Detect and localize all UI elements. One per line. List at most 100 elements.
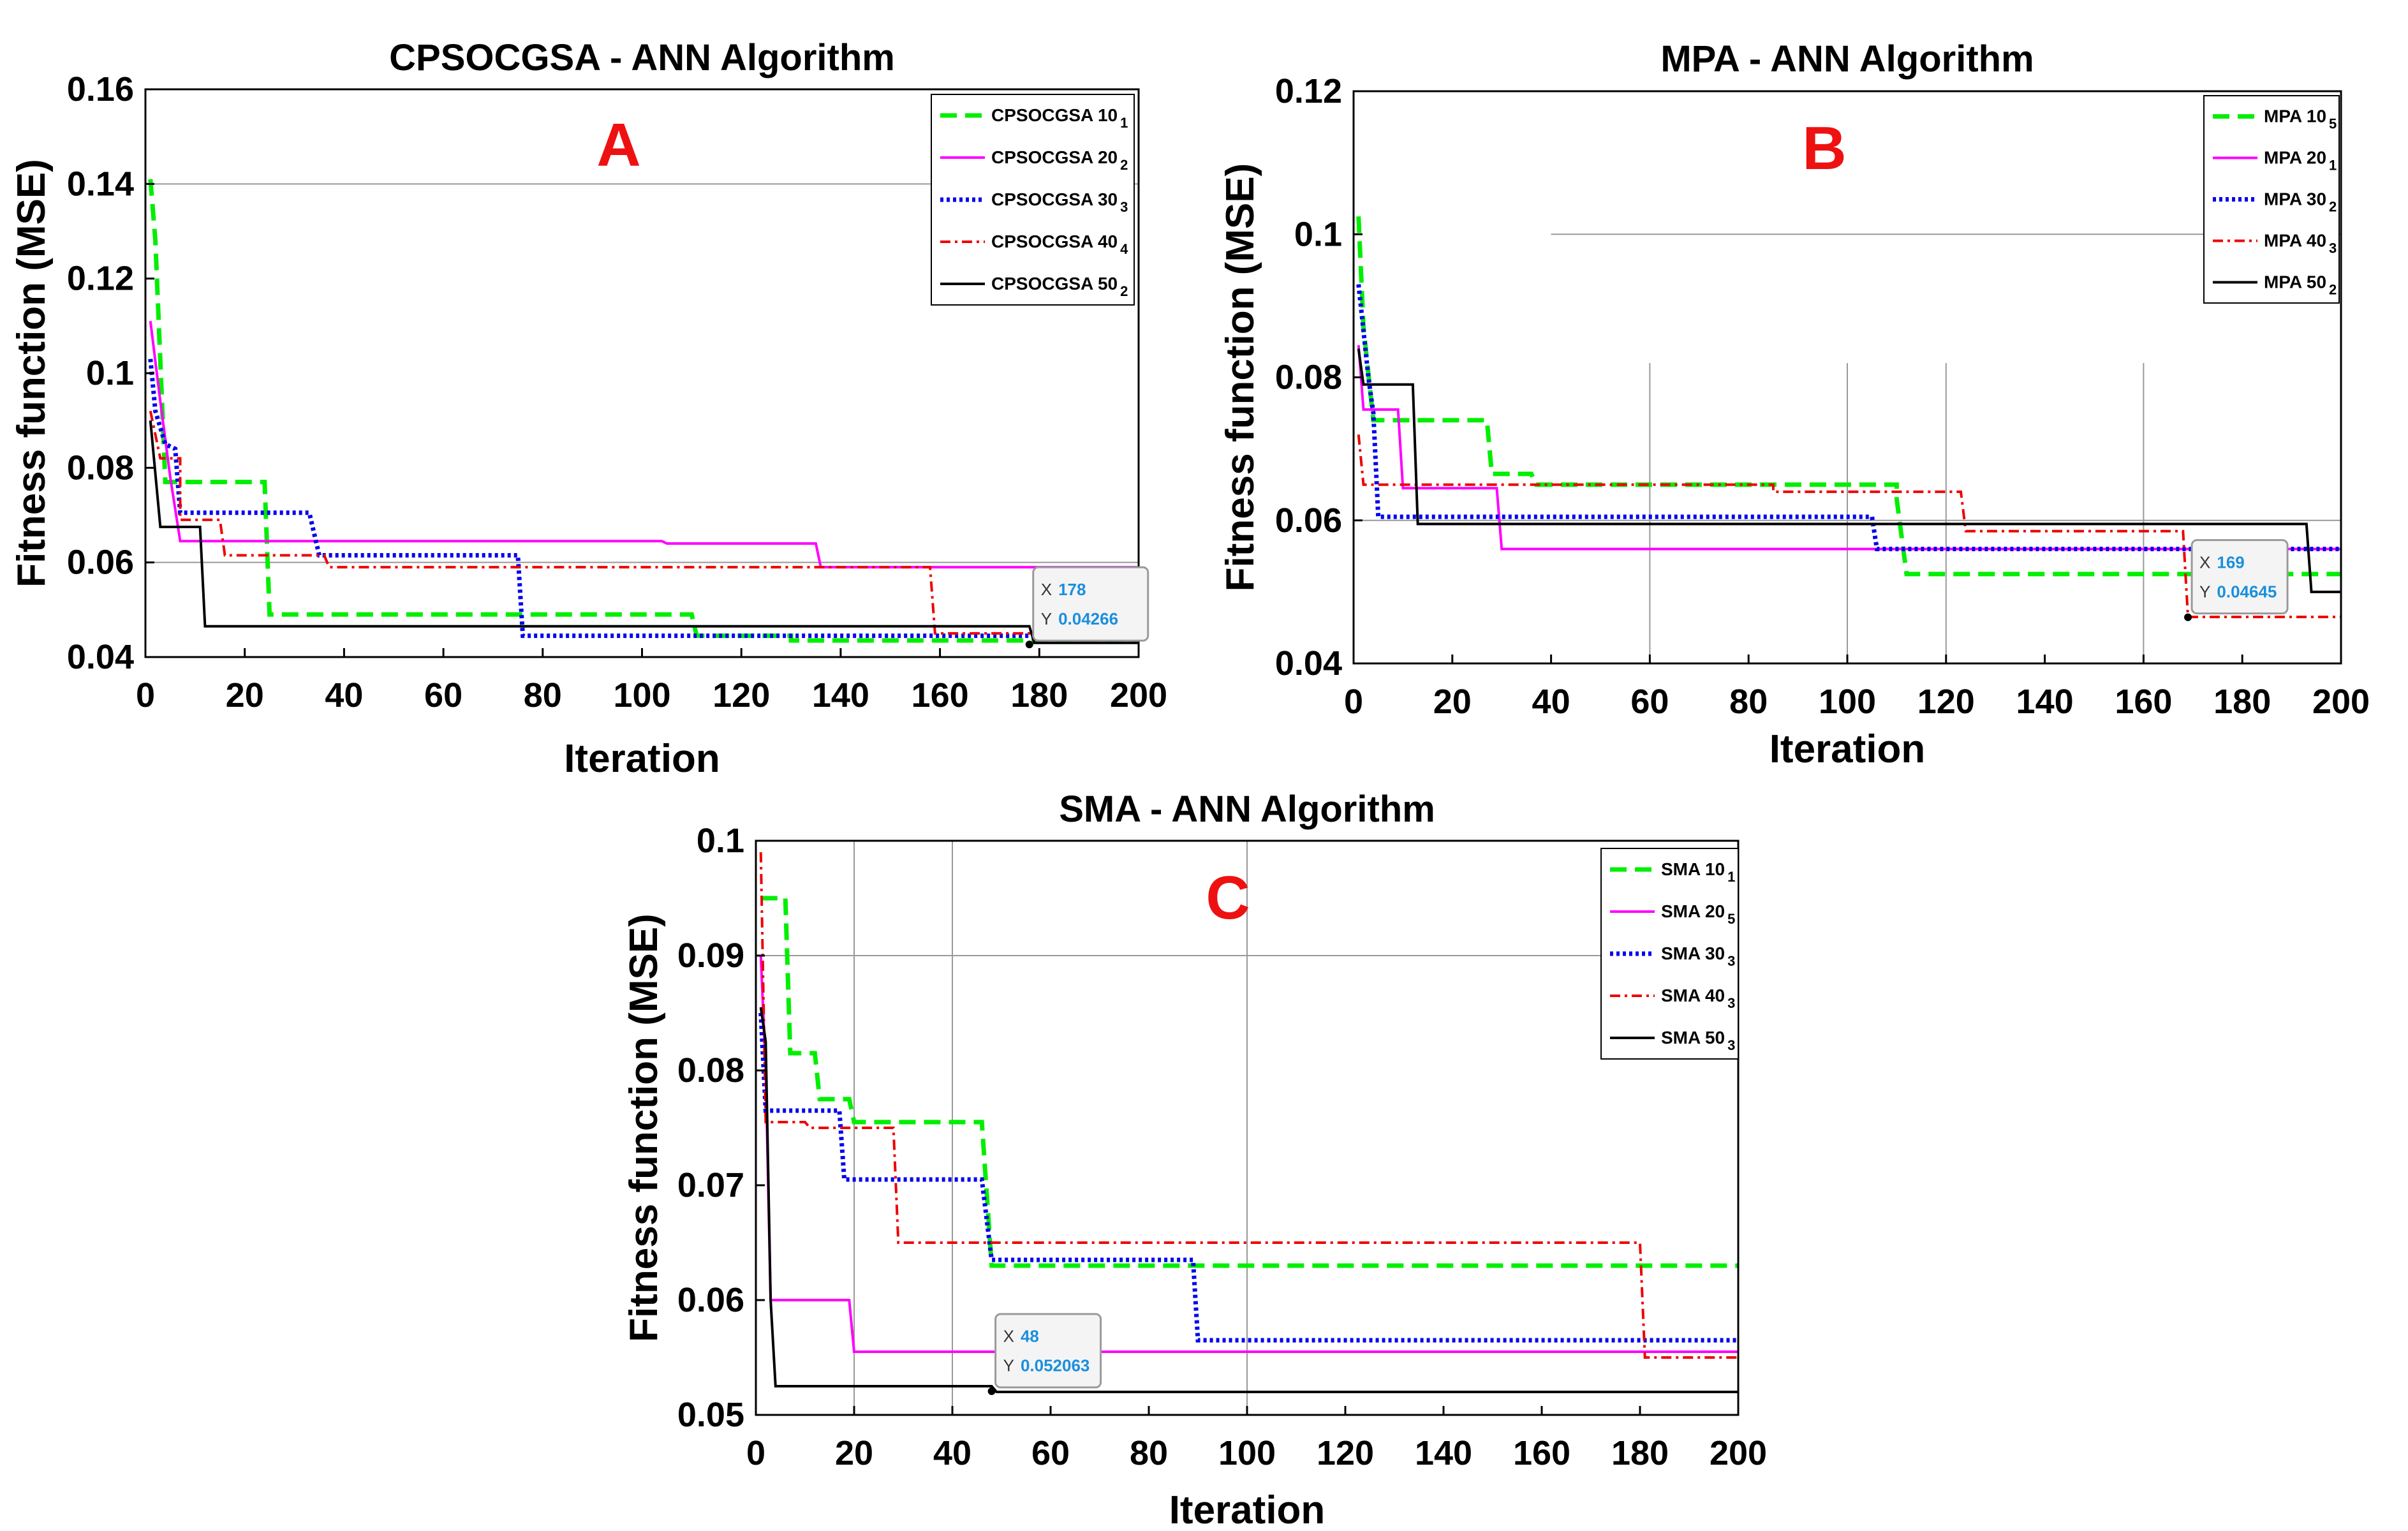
y-tick-label: 0.14 xyxy=(67,165,134,203)
series-line-5 xyxy=(149,420,1139,644)
y-tick-label: 0.1 xyxy=(697,822,744,860)
y-tick-label: 0.1 xyxy=(1294,215,1342,253)
y-tick-label: 0.12 xyxy=(1275,72,1342,110)
legend-label-name: CPSOCGSA 10 xyxy=(991,105,1118,125)
series-line-5 xyxy=(1357,348,2341,593)
x-tick-label: 100 xyxy=(1218,1434,1276,1472)
x-tick-label: 180 xyxy=(2213,683,2271,721)
x-tick-label: 40 xyxy=(933,1434,971,1472)
legend-label-name: MPA 30 xyxy=(2264,189,2326,209)
y-tick-label: 0.1 xyxy=(86,354,134,392)
datatip-y-prefix: Y xyxy=(1041,609,1052,628)
x-tick-label: 180 xyxy=(1010,676,1068,714)
legend-label: SMA 50 3 xyxy=(1661,1028,1735,1053)
x-tick-label: 60 xyxy=(1630,683,1669,721)
panel-letter: C xyxy=(1206,864,1250,932)
chart-panel-a: 0 20 40 60 80 100 120 140 160 180 200 0.04 0.06 0.08 0… xyxy=(10,37,1167,781)
series-line-3 xyxy=(758,1012,1738,1343)
legend-label-name: SMA 40 xyxy=(1661,986,1725,1005)
datatip: X 178 Y 0.04266 xyxy=(1032,566,1149,642)
datatip-marker xyxy=(1025,640,1033,649)
legend-label-subscript: 1 xyxy=(1120,115,1128,131)
x-tick-label: 20 xyxy=(1433,683,1472,721)
legend-label: SMA 10 1 xyxy=(1661,859,1735,885)
x-tick-label: 120 xyxy=(1317,1434,1374,1472)
x-axis-label: Iteration xyxy=(564,737,720,781)
legend-label-subscript: 3 xyxy=(1727,995,1735,1011)
x-tick-label: 40 xyxy=(1532,683,1570,721)
x-tick-label: 40 xyxy=(325,676,363,714)
y-tick-label: 0.08 xyxy=(1275,359,1342,397)
legend-label-subscript: 4 xyxy=(1120,241,1128,257)
x-tick-label: 200 xyxy=(1110,676,1167,714)
datatip-x-line: X 178 xyxy=(1041,580,1086,599)
datatip-x-prefix: X xyxy=(2199,552,2210,572)
x-tick-label: 140 xyxy=(1415,1434,1472,1472)
y-tick-label: 0.06 xyxy=(67,544,134,582)
x-tick-label: 20 xyxy=(226,676,264,714)
x-tick-label: 80 xyxy=(524,676,562,714)
legend-label-name: SMA 20 xyxy=(1661,901,1725,921)
y-tick-label: 0.12 xyxy=(67,260,134,298)
datatip-x-value: 178 xyxy=(1058,580,1086,599)
chart-title: CPSOCGSA - ANN Algorithm xyxy=(389,37,895,78)
datatip-x-prefix: X xyxy=(1041,580,1052,599)
legend-label-subscript: 2 xyxy=(1120,283,1128,299)
x-tick-label: 20 xyxy=(835,1434,873,1472)
legend-label: MPA 20 1 xyxy=(2264,148,2337,174)
legend-label-name: MPA 40 xyxy=(2264,231,2326,251)
datatip-x-value: 48 xyxy=(1021,1327,1039,1346)
y-axis-label: Fitness function (MSE) xyxy=(622,913,666,1342)
chart-panel-b: 0 20 40 60 80 100 120 140 160 180 200 0.04 0.06 0.08 0… xyxy=(1218,38,2370,771)
legend-label-name: CPSOCGSA 40 xyxy=(991,232,1118,251)
legend-label-subscript: 2 xyxy=(1120,157,1128,173)
datatip-x-line: X 48 xyxy=(1003,1327,1039,1346)
legend-label: CPSOCGSA 30 3 xyxy=(991,189,1128,215)
series-line-5 xyxy=(759,1007,1738,1393)
y-tick-label: 0.05 xyxy=(677,1396,744,1434)
series-line-1 xyxy=(760,896,1738,1268)
x-tick-label: 200 xyxy=(2312,683,2370,721)
series-line-2 xyxy=(149,321,1139,569)
legend-label: MPA 50 2 xyxy=(2264,272,2337,298)
legend-label: CPSOCGSA 20 2 xyxy=(991,147,1128,173)
legend-label: SMA 40 3 xyxy=(1661,986,1735,1011)
legend-label-subscript: 1 xyxy=(2329,158,2337,174)
datatip-marker xyxy=(2184,613,2192,621)
x-tick-label: 100 xyxy=(1819,683,1876,721)
datatip-x-line: X 169 xyxy=(2199,552,2245,572)
datatip-y-line: Y 0.052063 xyxy=(1003,1356,1090,1375)
legend-label-subscript: 2 xyxy=(2329,282,2337,298)
legend-label-name: CPSOCGSA 30 xyxy=(991,189,1118,209)
legend-label: CPSOCGSA 10 1 xyxy=(991,105,1128,131)
chart-title: SMA - ANN Algorithm xyxy=(1059,788,1435,830)
x-tick-label: 200 xyxy=(1710,1434,1767,1472)
series-line-2 xyxy=(1357,344,2341,551)
datatip-x-prefix: X xyxy=(1003,1327,1014,1346)
y-tick-label: 0.07 xyxy=(677,1166,744,1204)
y-tick-label: 0.08 xyxy=(67,448,134,487)
datatip-y-value: 0.04266 xyxy=(1058,609,1118,628)
datatip-marker xyxy=(987,1387,996,1395)
legend-label: MPA 40 3 xyxy=(2264,231,2337,256)
y-tick-label: 0.04 xyxy=(67,638,134,676)
x-tick-label: 120 xyxy=(1917,683,1975,721)
y-tick-label: 0.04 xyxy=(1275,644,1342,683)
x-tick-label: 60 xyxy=(1031,1434,1070,1472)
legend-box xyxy=(931,94,1135,306)
x-tick-label: 140 xyxy=(2016,683,2074,721)
x-tick-label: 160 xyxy=(912,676,969,714)
y-tick-label: 0.16 xyxy=(67,70,134,108)
series-line-4 xyxy=(149,410,1139,635)
y-axis-label: Fitness function (MSE) xyxy=(10,159,54,588)
datatip-y-value: 0.052063 xyxy=(1021,1356,1090,1375)
x-tick-label: 0 xyxy=(746,1434,765,1472)
chart-panel-c: 0 20 40 60 80 100 120 140 160 180 200 0.05 0.06 0.07 0… xyxy=(622,788,1767,1531)
legend-label-subscript: 3 xyxy=(1727,1037,1735,1053)
datatip-y-prefix: Y xyxy=(1003,1356,1014,1375)
datatip-x-value: 169 xyxy=(2217,552,2244,572)
x-tick-label: 180 xyxy=(1611,1434,1669,1472)
